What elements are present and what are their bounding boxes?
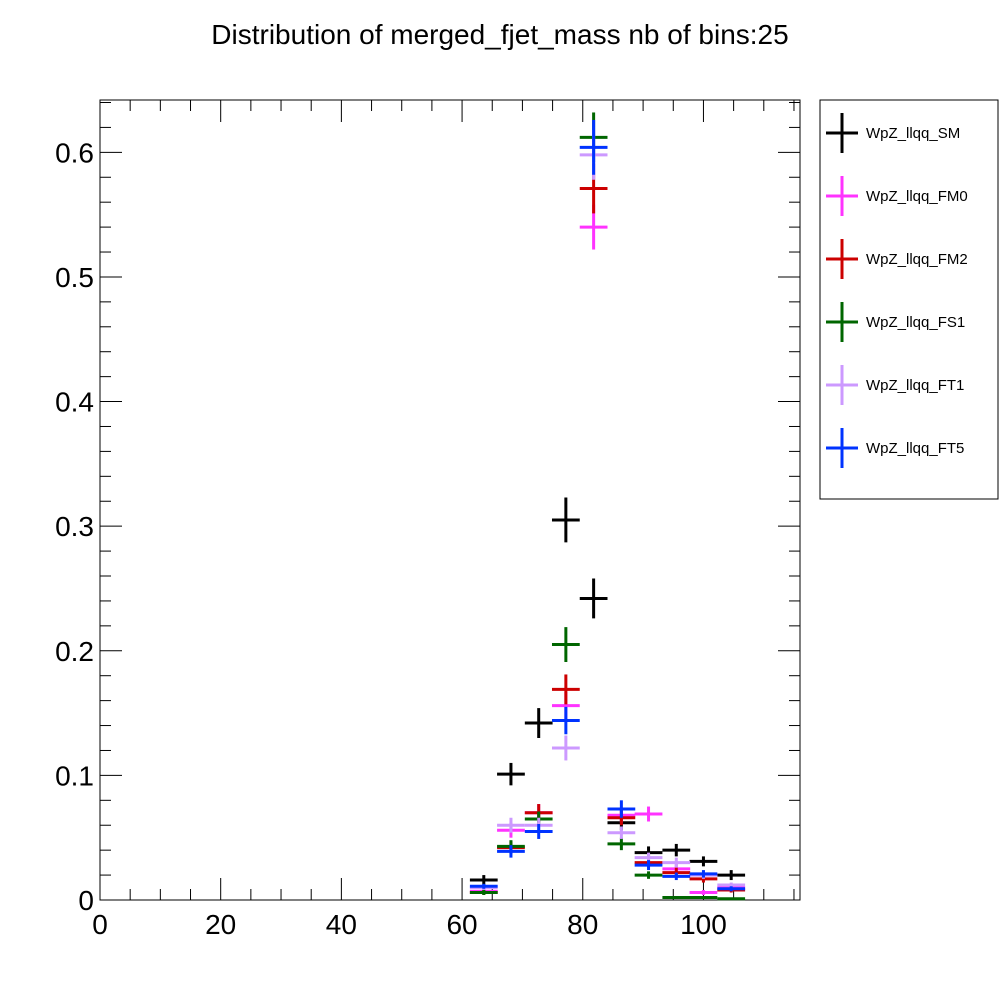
data-point	[469, 875, 498, 886]
data-point	[551, 735, 580, 761]
data-point	[497, 845, 525, 858]
legend-label: WpZ_llqq_FM2	[866, 251, 968, 268]
x-tick-label: 40	[326, 909, 357, 940]
data-point	[551, 497, 580, 543]
data-point	[497, 817, 525, 833]
legend-item: WpZ_llqq_SM	[826, 113, 960, 153]
data-point	[662, 896, 691, 900]
data-point	[607, 837, 636, 851]
legend-item: WpZ_llqq_FT1	[826, 365, 964, 405]
data-point	[607, 800, 636, 818]
data-point	[497, 762, 525, 786]
y-axis: 0 0.1 0.2 0.3 0.4 0.5 0.6	[55, 101, 800, 916]
legend-label: WpZ_llqq_FT5	[866, 440, 964, 457]
data-point	[662, 872, 691, 881]
data-point	[551, 674, 580, 705]
y-tick-label: 0.2	[55, 636, 94, 667]
x-tick-label: 80	[567, 909, 598, 940]
legend-item: WpZ_llqq_FT5	[826, 428, 964, 468]
data-point	[579, 119, 608, 175]
legend-item: WpZ_llqq_FM2	[826, 239, 968, 279]
chart-title: Distribution of merged_fjet_mass nb of b…	[211, 19, 788, 50]
legend-item: WpZ_llqq_FS1	[826, 302, 965, 342]
y-tick-label: 0.4	[55, 387, 94, 418]
data-point	[607, 826, 636, 839]
data-point	[662, 857, 691, 868]
x-tick-label: 0	[92, 909, 108, 940]
legend-box	[819, 99, 999, 500]
data-point	[634, 806, 663, 822]
data-point	[689, 856, 718, 867]
series-WpZ_llqq_FT5	[469, 119, 746, 892]
data-point	[524, 823, 553, 839]
data-point	[551, 706, 580, 735]
x-axis: 0 20 40 60 80 100	[92, 100, 795, 940]
data-point	[689, 896, 718, 900]
data-point	[634, 860, 663, 871]
y-tick-label: 0.5	[55, 262, 94, 293]
data-point	[717, 886, 746, 892]
data-point	[689, 870, 718, 878]
data-point	[717, 870, 746, 881]
x-tick-label: 20	[205, 909, 236, 940]
y-tick-label: 0.6	[55, 137, 94, 168]
x-tick-label: 60	[446, 909, 477, 940]
x-tick-label: 100	[680, 909, 727, 940]
data-point	[662, 843, 691, 857]
legend: WpZ_llqq_SM WpZ_llqq_FM0 WpZ_llqq_FM2 WpZ_l…	[819, 99, 999, 500]
data-point	[551, 627, 580, 662]
series-layer	[469, 112, 746, 901]
data-point	[717, 897, 746, 901]
data-point	[579, 578, 608, 619]
legend-label: WpZ_llqq_FT1	[866, 377, 964, 394]
data-point	[469, 883, 498, 889]
data-point	[634, 871, 663, 879]
legend-label: WpZ_llqq_FS1	[866, 314, 965, 331]
y-tick-label: 0.1	[55, 760, 94, 791]
data-point	[524, 708, 553, 739]
legend-label: WpZ_llqq_SM	[866, 125, 960, 142]
data-point	[689, 890, 718, 896]
legend-label: WpZ_llqq_FM0	[866, 188, 968, 205]
legend-item: WpZ_llqq_FM0	[826, 176, 968, 216]
plot-frame	[99, 99, 801, 901]
y-tick-label: 0	[78, 885, 94, 916]
data-point	[469, 890, 498, 896]
y-tick-label: 0.3	[55, 511, 94, 542]
